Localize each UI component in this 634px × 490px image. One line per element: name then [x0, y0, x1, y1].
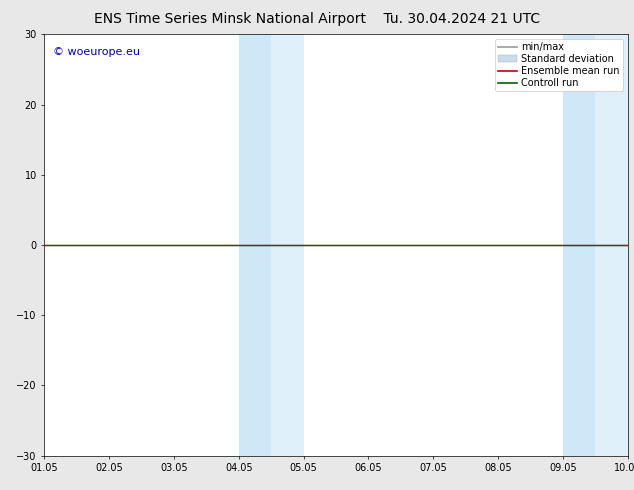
Bar	[271, 34, 304, 456]
Bar	[304, 34, 368, 456]
Legend: min/max, Standard deviation, Ensemble mean run, Controll run: min/max, Standard deviation, Ensemble me…	[495, 39, 623, 91]
Text: © woeurope.eu: © woeurope.eu	[53, 47, 140, 57]
Bar	[563, 34, 595, 456]
Bar	[239, 34, 271, 456]
Text: ENS Time Series Minsk National Airport    Tu. 30.04.2024 21 UTC: ENS Time Series Minsk National Airport T…	[94, 12, 540, 26]
Bar	[595, 34, 628, 456]
